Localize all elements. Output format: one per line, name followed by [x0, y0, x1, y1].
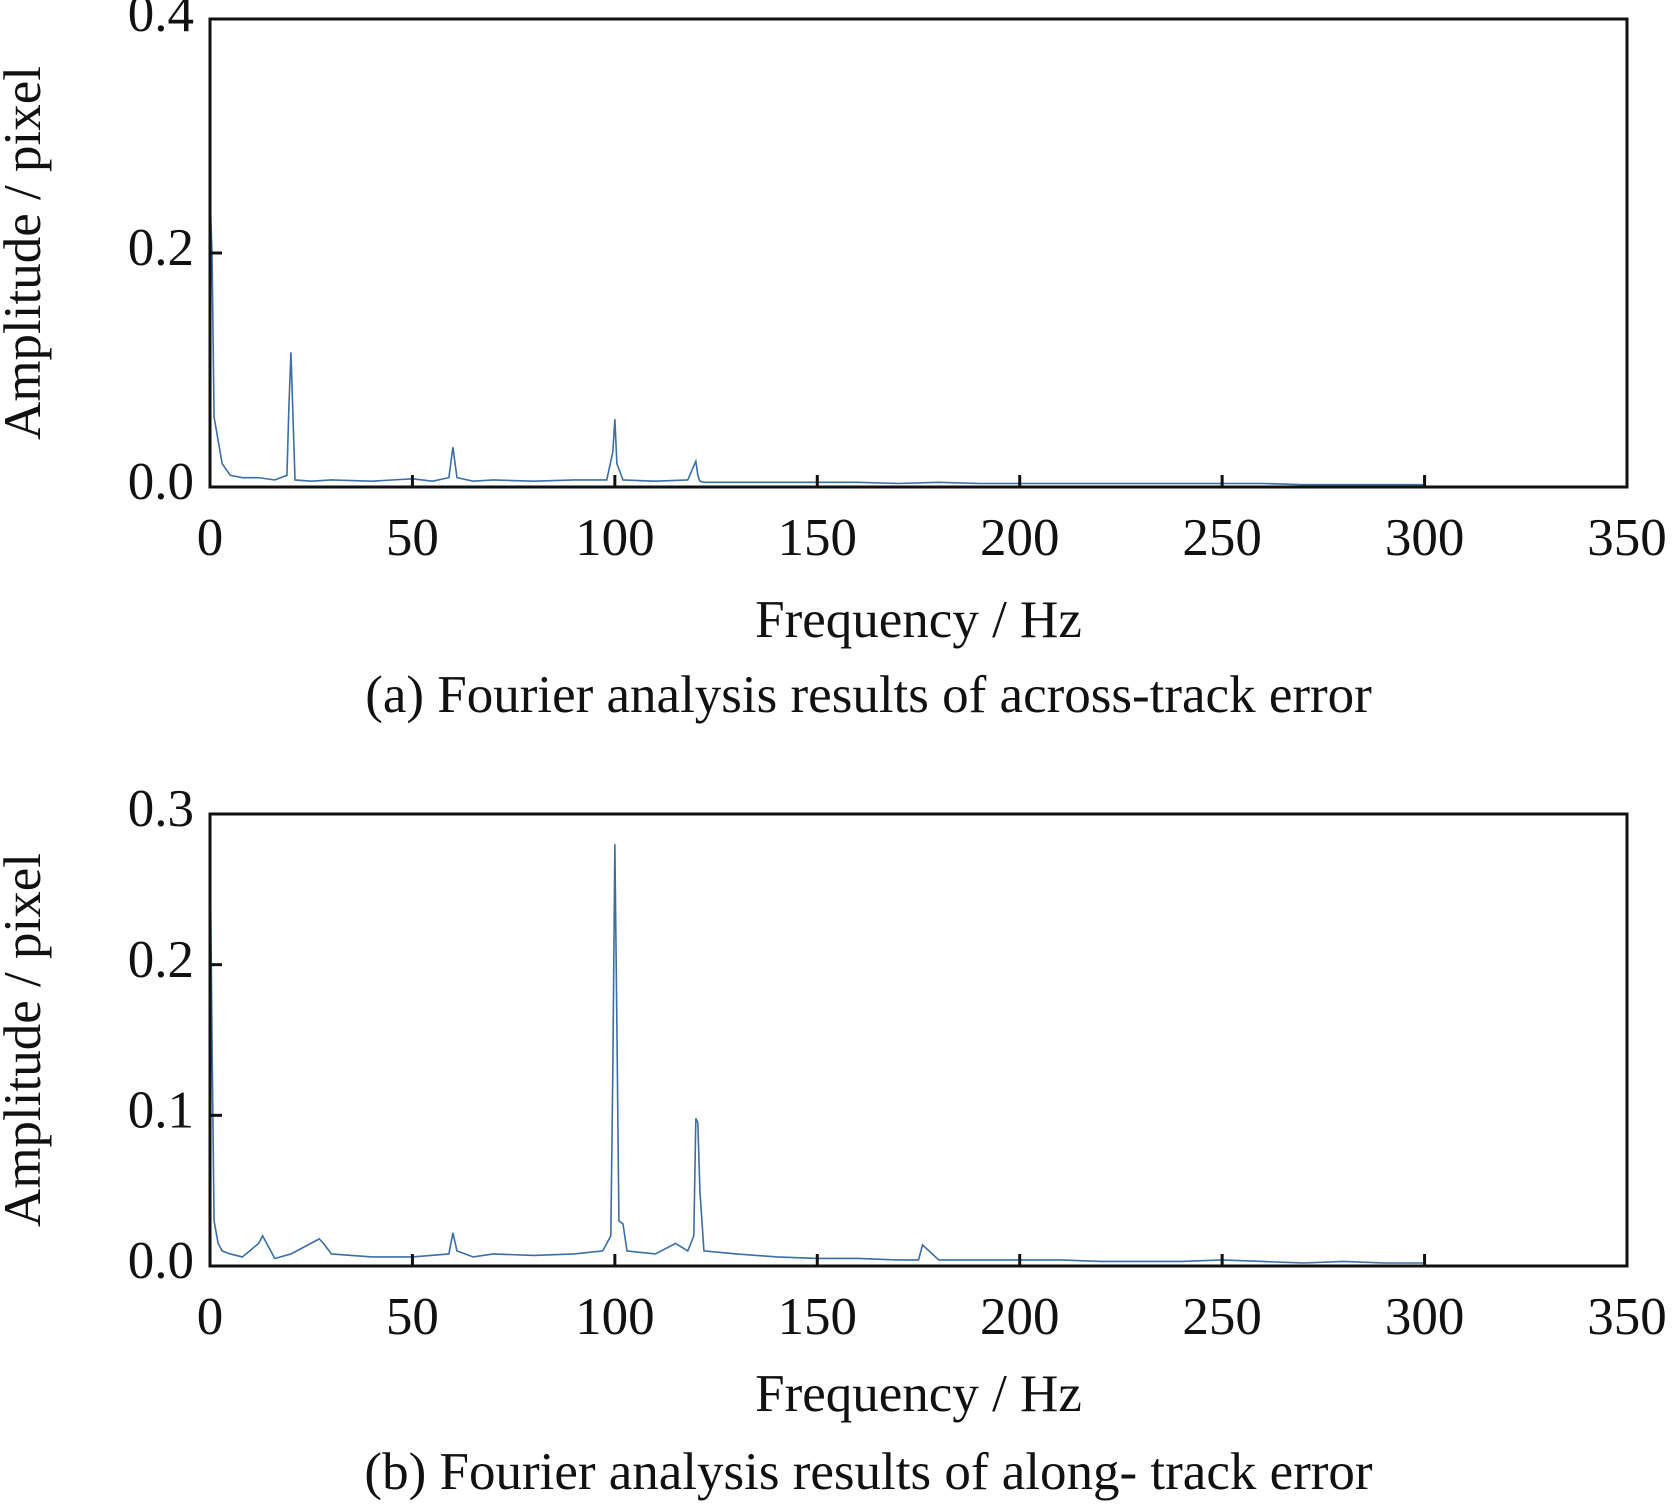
x-tick-label: 100 [575, 1288, 655, 1346]
x-axis-label: Frequency / Hz [755, 1365, 1082, 1423]
x-tick-label: 50 [386, 1288, 439, 1346]
y-tick-label: 0.0 [128, 453, 194, 511]
x-tick-label: 300 [1385, 1288, 1465, 1346]
panel-caption: (b) Fourier analysis results of along- t… [364, 1443, 1372, 1501]
x-tick-label: 350 [1587, 509, 1667, 567]
y-axis-label: Amplitude / pixel [0, 853, 52, 1227]
x-tick-label: 150 [778, 509, 858, 567]
y-tick-label: 0.1 [128, 1081, 194, 1139]
x-tick-label: 0 [197, 509, 224, 567]
x-axis-label: Frequency / Hz [755, 591, 1082, 649]
x-tick-label: 50 [386, 509, 439, 567]
x-tick-label: 250 [1182, 1288, 1262, 1346]
x-tick-label: 300 [1385, 509, 1465, 567]
y-tick-label: 0.0 [128, 1232, 194, 1290]
panel-caption: (a) Fourier analysis results of across-t… [365, 666, 1372, 724]
plot-frame [208, 812, 1629, 1268]
spectrum-line [209, 829, 1425, 1264]
y-tick-label: 0.2 [128, 931, 194, 989]
y-axis-label: Amplitude / pixel [0, 66, 52, 440]
x-tick-label: 100 [575, 509, 655, 567]
x-tick-label: 250 [1182, 509, 1262, 567]
y-tick-label: 0.3 [128, 780, 194, 838]
spectrum-line [209, 194, 1425, 486]
x-tick-label: 0 [197, 1288, 224, 1346]
y-tick-label: 0.2 [128, 219, 194, 277]
x-tick-label: 200 [980, 509, 1060, 567]
x-tick-label: 350 [1587, 1288, 1667, 1346]
y-tick-label: 0.4 [128, 0, 194, 43]
x-tick-label: 200 [980, 1288, 1060, 1346]
plot-frame [208, 17, 1629, 489]
x-tick-label: 150 [778, 1288, 858, 1346]
